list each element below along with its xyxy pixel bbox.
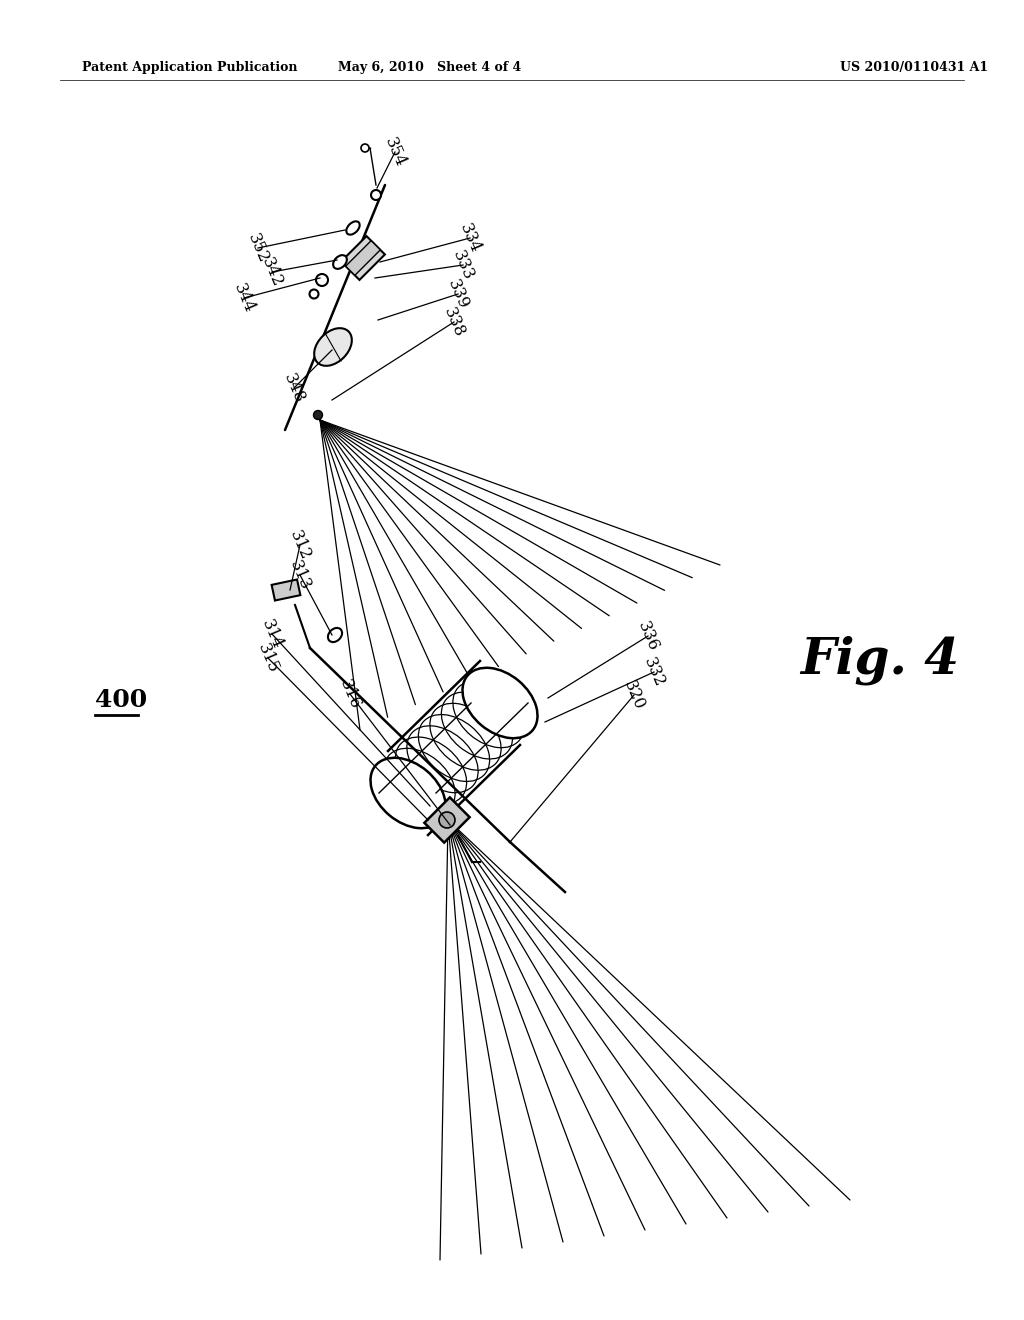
Text: May 6, 2010   Sheet 4 of 4: May 6, 2010 Sheet 4 of 4: [338, 62, 521, 74]
Text: 313: 313: [286, 557, 313, 593]
Ellipse shape: [346, 222, 359, 235]
Text: 344: 344: [230, 281, 258, 315]
Text: 339: 339: [444, 276, 472, 312]
Text: 338: 338: [440, 305, 468, 339]
Text: 336: 336: [634, 619, 662, 653]
Polygon shape: [346, 240, 380, 276]
Text: 333: 333: [450, 248, 477, 282]
Text: Fig. 4: Fig. 4: [800, 635, 959, 685]
Ellipse shape: [361, 144, 369, 152]
Polygon shape: [271, 579, 300, 601]
Polygon shape: [424, 797, 470, 842]
Text: Patent Application Publication: Patent Application Publication: [82, 62, 298, 74]
Ellipse shape: [314, 329, 352, 366]
Text: 400: 400: [95, 688, 147, 711]
Text: 316: 316: [336, 677, 364, 711]
Text: US 2010/0110431 A1: US 2010/0110431 A1: [840, 62, 988, 74]
Ellipse shape: [313, 411, 323, 420]
Text: 332: 332: [640, 655, 668, 689]
Text: 314: 314: [258, 616, 286, 651]
Ellipse shape: [463, 668, 538, 738]
Text: 320: 320: [621, 677, 648, 713]
Ellipse shape: [309, 289, 318, 298]
Ellipse shape: [333, 255, 347, 269]
Ellipse shape: [439, 812, 455, 828]
Ellipse shape: [371, 758, 445, 828]
Text: 352: 352: [244, 231, 271, 265]
Text: 348: 348: [281, 371, 308, 405]
Text: 312: 312: [286, 528, 313, 562]
Text: 334: 334: [457, 220, 483, 255]
Ellipse shape: [371, 190, 381, 201]
Text: 354: 354: [381, 135, 409, 169]
Ellipse shape: [316, 275, 328, 286]
Polygon shape: [341, 236, 385, 280]
Text: 315: 315: [254, 640, 282, 676]
Text: 342: 342: [258, 255, 286, 289]
Ellipse shape: [328, 628, 342, 642]
